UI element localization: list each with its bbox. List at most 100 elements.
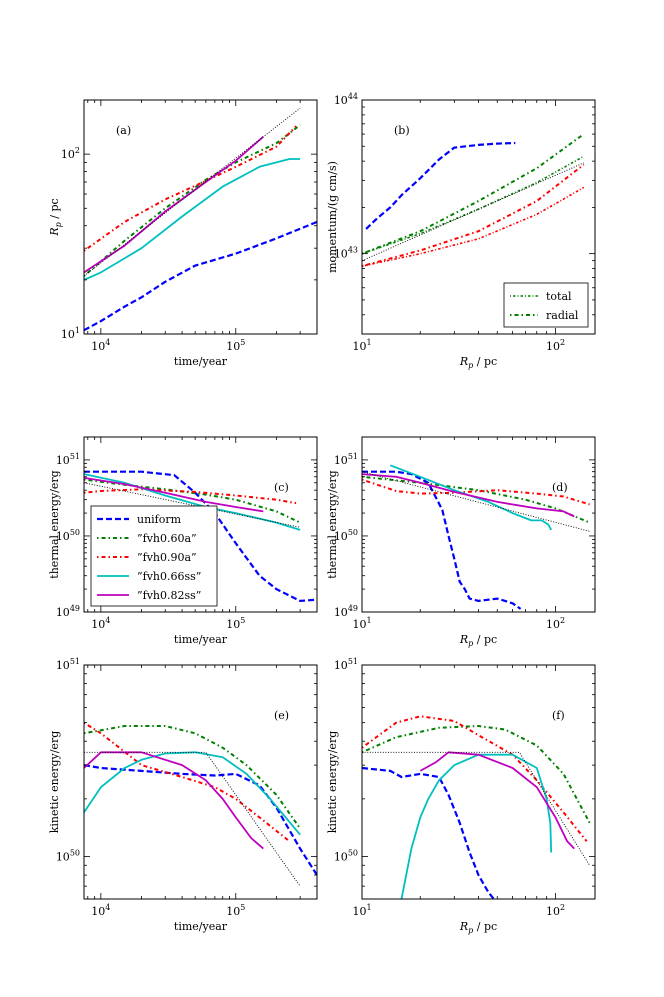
series-fvh090a-line [362, 715, 588, 842]
series-fvh082ss-line [84, 751, 264, 850]
x-axis-label: Rp / pc [459, 355, 497, 370]
plot-frame [361, 436, 596, 613]
series-group [84, 107, 317, 332]
series-fvh090a-line [84, 488, 297, 505]
series-fvh082ss-line [84, 477, 264, 513]
legend-b: total radial [503, 282, 589, 328]
plot-frame [83, 99, 318, 335]
series-fvh082ss-line [84, 136, 264, 274]
plot-frame [361, 664, 596, 900]
x-tick-label: 102 [546, 616, 565, 631]
x-tick-label: 102 [546, 903, 565, 918]
y-tick-label: 1043 [334, 246, 358, 261]
legend-box [90, 505, 218, 607]
y-axis-label: kinetic energy/erg [326, 731, 339, 834]
series-fvh082ss-line [419, 751, 575, 850]
series-fvh090a-line [84, 125, 297, 252]
y-tick-label: 1049 [334, 604, 358, 619]
panel-label: (a) [116, 124, 131, 137]
panel-a: 104 105 101 102 time/year Rp / pc (a) [48, 99, 318, 368]
y-tick-label: 1044 [334, 92, 358, 107]
series-group [84, 721, 317, 887]
legend-label: ”fvh0.90a” [137, 551, 197, 564]
series-fvh060a-line [362, 133, 585, 255]
y-tick-label: 1050 [334, 849, 358, 864]
legend-label: total [546, 290, 572, 303]
series-uniform-line [365, 141, 516, 230]
y-axis-label: thermal energy/erg [48, 470, 61, 578]
x-tick-label: 101 [352, 903, 371, 918]
panel-label: (d) [552, 481, 568, 494]
y-tick-label: 1051 [334, 657, 358, 672]
panel-b: 101 102 1043 1044 Rp / pc momentum/(g cm/s) (b… [326, 92, 596, 370]
y-tick-label: 102 [61, 146, 80, 161]
legend-label: ”fvh0.60a” [137, 532, 197, 545]
y-axis-label: kinetic energy/erg [48, 731, 61, 834]
series-fvh066ss-line [400, 753, 553, 899]
y-tick-label: 1051 [56, 452, 80, 467]
x-tick-label: 105 [226, 338, 245, 353]
y-tick-label: 1050 [56, 528, 80, 543]
series-uniform-line [84, 470, 317, 603]
series-group [362, 133, 585, 268]
series-group [362, 464, 590, 610]
panel-label: (c) [274, 481, 289, 494]
legend-box [503, 282, 589, 328]
series-reference-line [362, 751, 590, 866]
series-reference-line [362, 471, 590, 532]
legend-label: ”fvh0.66ss” [137, 570, 201, 583]
x-axis-label: Rp / pc [459, 920, 497, 935]
plot-frame [83, 436, 318, 613]
x-tick-label: 101 [352, 338, 371, 353]
series-reference-line [84, 482, 301, 528]
y-axis-label: Rp / pc [48, 198, 63, 236]
panel-d: 101 102 1049 1050 1051 Rp / pc thermal energy/… [326, 436, 596, 648]
legend-label: ”fvh0.82ss” [137, 589, 201, 602]
series-fvh060a-line [362, 725, 591, 824]
panel-label: (f) [552, 709, 565, 722]
series-uniform-line [84, 764, 317, 876]
plot-frame [83, 664, 318, 900]
x-tick-label: 105 [226, 616, 245, 631]
y-tick-label: 101 [61, 326, 80, 341]
series-group [362, 715, 591, 899]
y-axis-label: thermal energy/erg [326, 470, 339, 578]
panel-e: 104 105 1050 1051 time/year kinetic energy/er… [48, 657, 318, 933]
panel-f: 101 102 1050 1051 Rp / pc kinetic energy/erg (… [326, 657, 596, 935]
y-tick-label: 1051 [56, 657, 80, 672]
series-fvh066ss-line [84, 158, 301, 281]
x-axis-label: time/year [174, 633, 228, 646]
series-fvh060a-line [84, 725, 301, 830]
series-fvh090a-line [362, 186, 585, 267]
x-axis-label: Rp / pc [459, 633, 497, 648]
y-tick-label: 1050 [56, 849, 80, 864]
series-fvh090a-line [362, 163, 585, 268]
panel-c: 104 105 1049 1050 1051 time/year thermal energ… [48, 436, 318, 646]
series-uniform-line [362, 470, 522, 610]
series-fvh060a-line [84, 124, 301, 277]
panel-label: (e) [274, 709, 289, 722]
legend: uniform ”fvh0.60a” ”fvh0.90a” ”fvh0.66ss” ”f… [90, 505, 218, 607]
x-axis-label: time/year [174, 355, 228, 368]
series-fvh090a-line [84, 721, 291, 843]
series-uniform-line [84, 220, 317, 332]
y-axis-label: momentum/(g cm/s) [326, 161, 339, 273]
x-tick-label: 102 [546, 338, 565, 353]
x-tick-label: 105 [226, 903, 245, 918]
legend-label: uniform [137, 513, 182, 526]
x-tick-label: 104 [91, 338, 110, 353]
x-tick-label: 104 [91, 903, 110, 918]
y-tick-label: 1049 [56, 604, 80, 619]
series-fvh066ss-line [389, 464, 552, 531]
series-fvh090a-line [362, 478, 590, 506]
x-tick-label: 104 [91, 616, 110, 631]
series-fvh082ss-line [362, 473, 575, 518]
y-tick-label: 1051 [334, 452, 358, 467]
x-tick-label: 101 [352, 616, 371, 631]
panel-label: (b) [394, 124, 410, 137]
series-uniform-line [362, 766, 495, 899]
y-tick-label: 1050 [334, 528, 358, 543]
series-reference-line [362, 162, 584, 262]
legend-label: radial [546, 309, 579, 322]
